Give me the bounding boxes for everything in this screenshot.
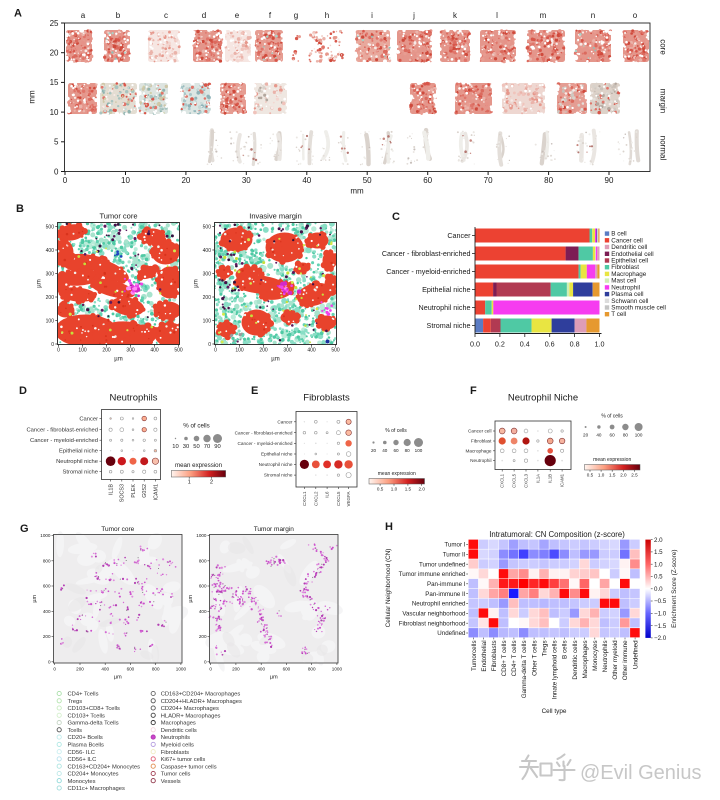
svg-text:normal: normal bbox=[659, 136, 668, 161]
svg-text:margin: margin bbox=[659, 89, 668, 113]
svg-text:0: 0 bbox=[57, 348, 60, 354]
svg-text:n: n bbox=[591, 11, 595, 20]
svg-text:mm: mm bbox=[28, 90, 37, 104]
svg-text:15: 15 bbox=[50, 78, 59, 87]
svg-text:b: b bbox=[116, 11, 121, 20]
svg-text:mm: mm bbox=[350, 187, 364, 196]
svg-text:c: c bbox=[164, 11, 168, 20]
svg-text:50: 50 bbox=[363, 176, 372, 185]
svg-text:100: 100 bbox=[46, 318, 55, 324]
svg-text:m: m bbox=[540, 11, 547, 20]
svg-text:80: 80 bbox=[544, 176, 553, 185]
svg-text:60: 60 bbox=[423, 176, 432, 185]
svg-text:0: 0 bbox=[51, 342, 54, 348]
svg-text:0: 0 bbox=[54, 167, 59, 176]
svg-text:Tumor core: Tumor core bbox=[99, 212, 137, 221]
svg-text:400: 400 bbox=[46, 248, 55, 254]
svg-text:70: 70 bbox=[484, 176, 493, 185]
svg-text:d: d bbox=[202, 11, 206, 20]
svg-text:f: f bbox=[269, 11, 272, 20]
svg-text:o: o bbox=[633, 11, 638, 20]
svg-text:500: 500 bbox=[174, 348, 183, 354]
svg-text:300: 300 bbox=[126, 348, 135, 354]
svg-text:100: 100 bbox=[78, 348, 87, 354]
svg-text:500: 500 bbox=[46, 224, 55, 230]
svg-text:µm: µm bbox=[37, 279, 43, 287]
svg-text:core: core bbox=[659, 39, 668, 55]
svg-text:300: 300 bbox=[46, 271, 55, 277]
svg-text:B: B bbox=[16, 203, 24, 215]
svg-text:k: k bbox=[453, 11, 458, 20]
svg-text:200: 200 bbox=[102, 348, 111, 354]
svg-text:0: 0 bbox=[63, 176, 68, 185]
svg-text:90: 90 bbox=[605, 176, 614, 185]
svg-text:20: 20 bbox=[50, 49, 59, 58]
svg-text:A: A bbox=[14, 8, 22, 20]
svg-text:µm: µm bbox=[114, 357, 122, 363]
svg-text:10: 10 bbox=[50, 108, 59, 117]
svg-text:5: 5 bbox=[54, 138, 59, 147]
svg-text:400: 400 bbox=[150, 348, 159, 354]
svg-text:e: e bbox=[235, 11, 240, 20]
svg-text:i: i bbox=[371, 11, 373, 20]
svg-text:40: 40 bbox=[302, 176, 311, 185]
svg-text:30: 30 bbox=[242, 176, 251, 185]
svg-text:10: 10 bbox=[121, 176, 130, 185]
svg-text:l: l bbox=[496, 11, 498, 20]
svg-text:20: 20 bbox=[181, 176, 190, 185]
svg-text:25: 25 bbox=[50, 19, 59, 28]
svg-text:a: a bbox=[81, 11, 86, 20]
svg-text:j: j bbox=[412, 11, 415, 20]
svg-text:g: g bbox=[294, 11, 298, 20]
svg-text:h: h bbox=[325, 11, 329, 20]
svg-text:200: 200 bbox=[46, 295, 55, 301]
